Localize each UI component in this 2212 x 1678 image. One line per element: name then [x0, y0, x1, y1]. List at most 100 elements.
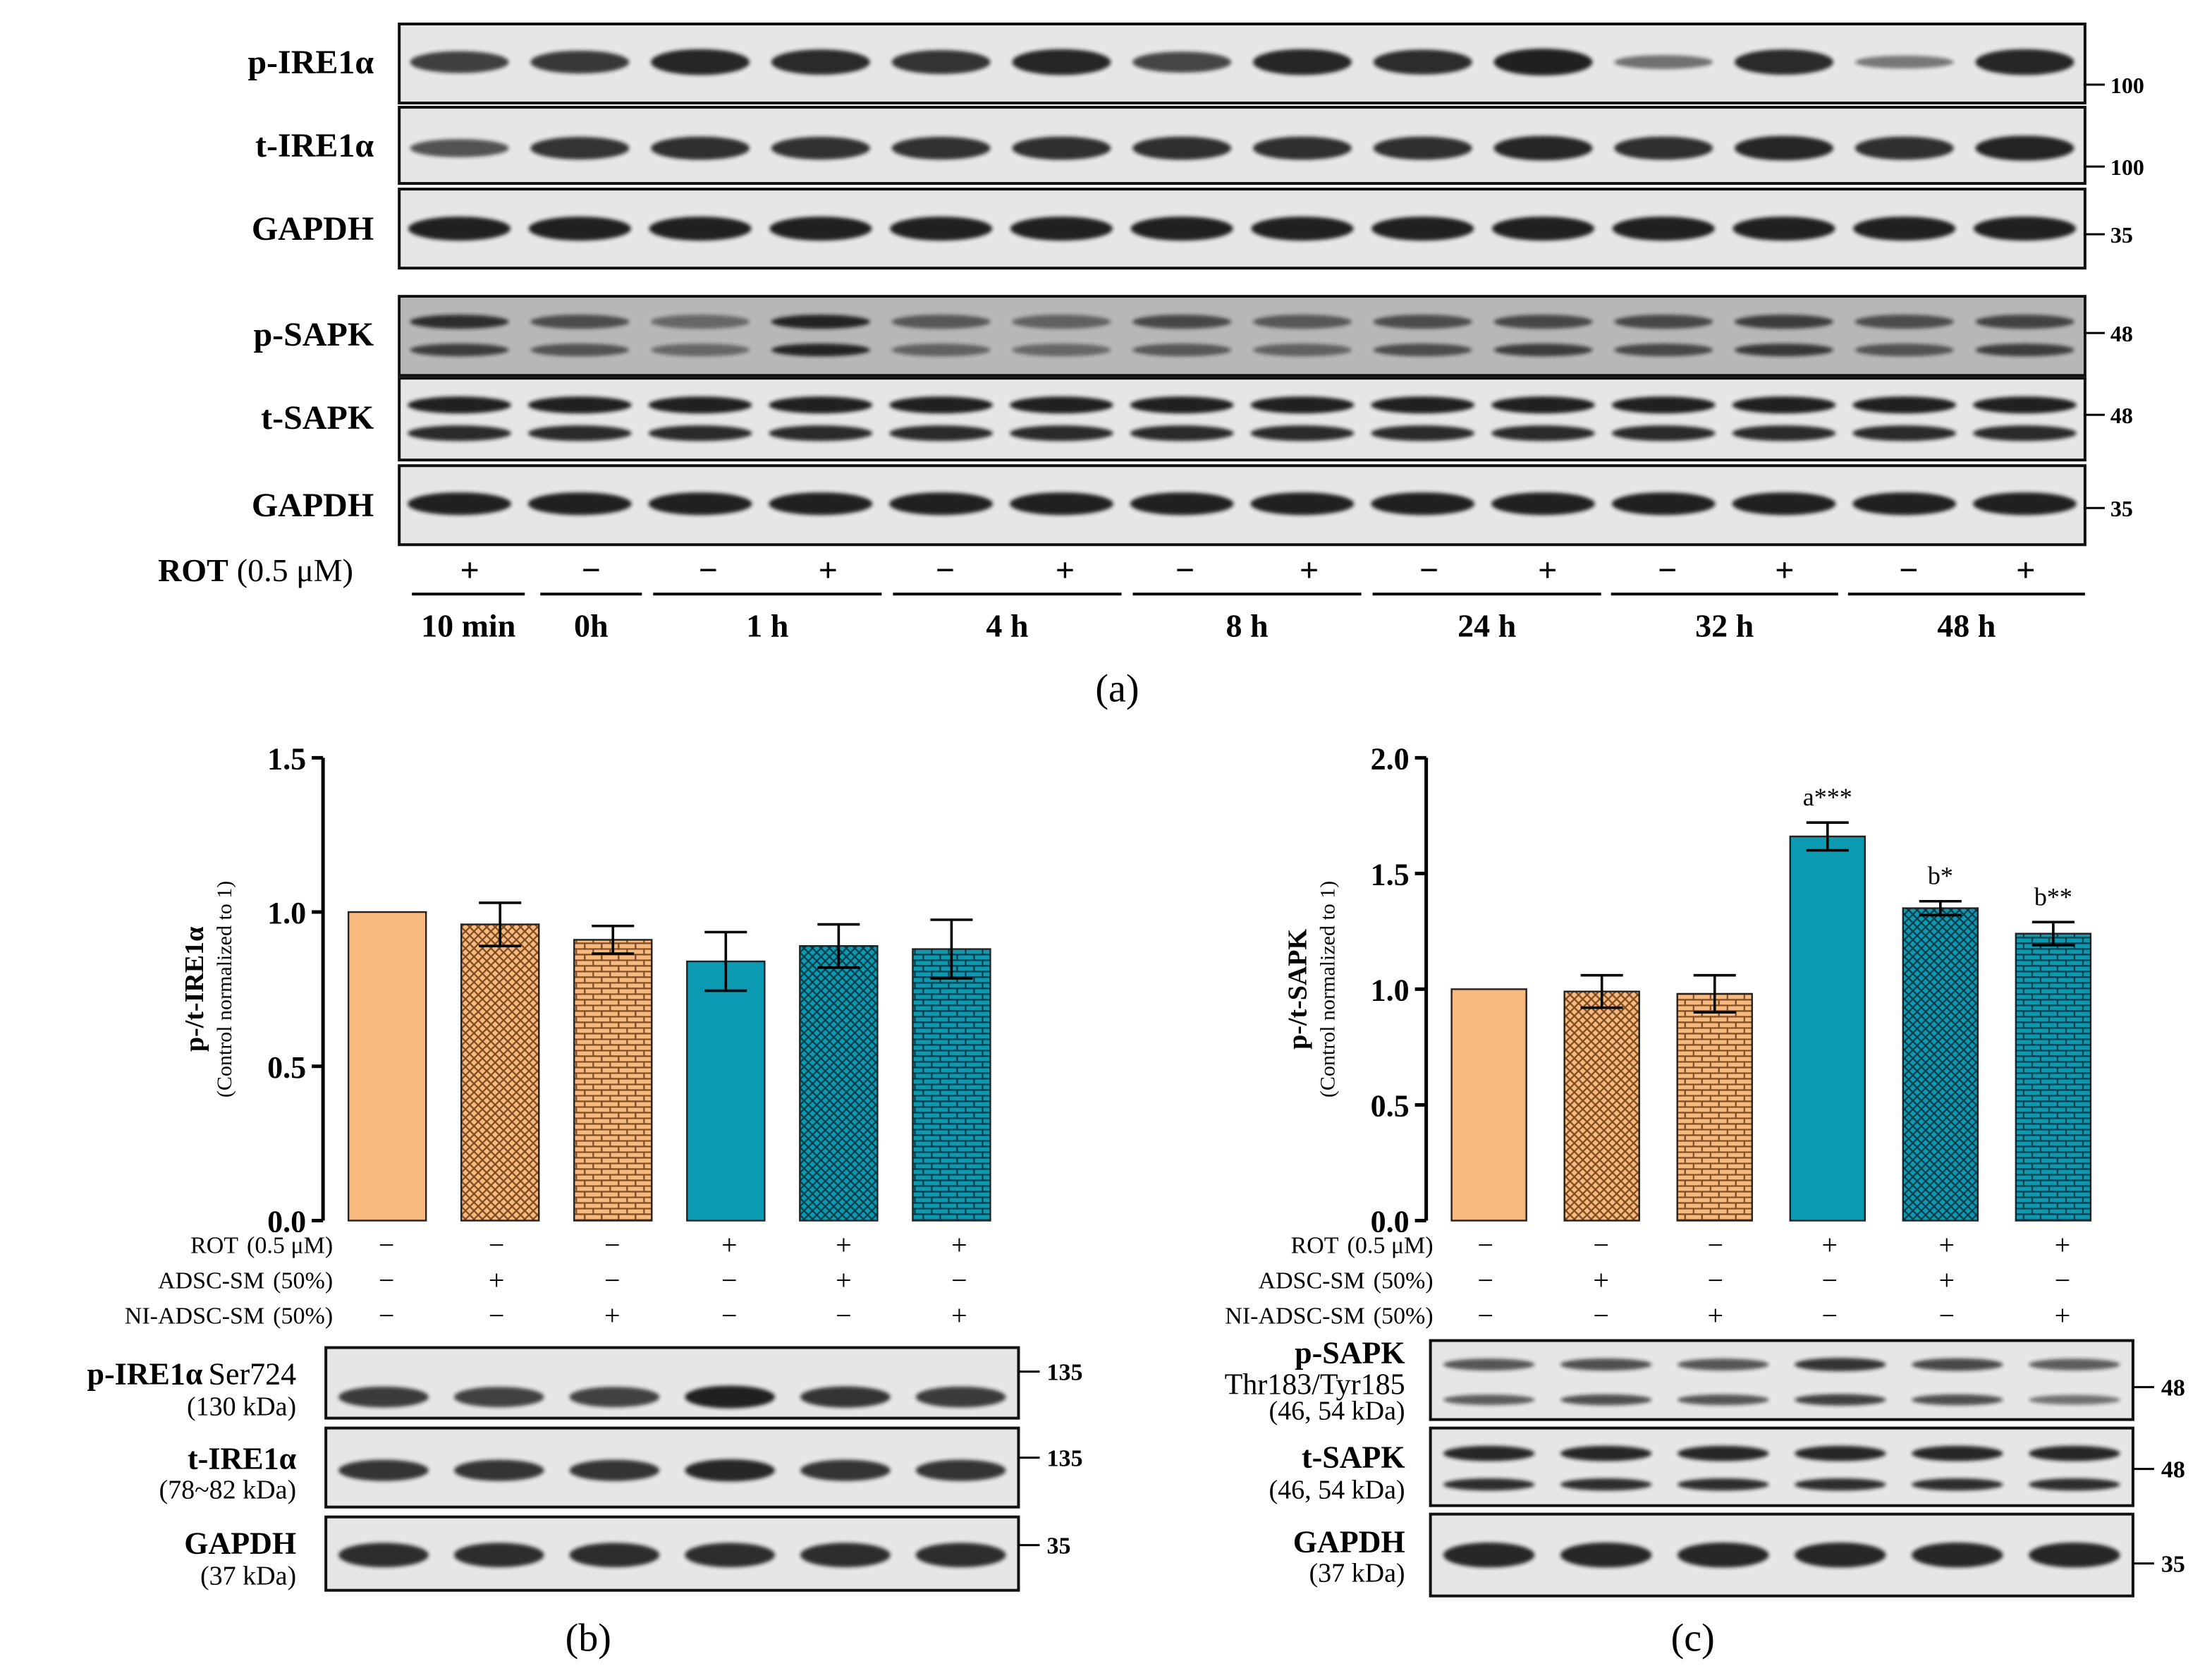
band-p-sapk-lower-lane-8: [1252, 343, 1352, 357]
treatment-row-label-1: ROT (0.5 μM): [190, 1233, 333, 1259]
treatment-sign-1-1: −: [1477, 1229, 1493, 1261]
small-band-r1-b2-lane-6: [2029, 1394, 2120, 1405]
band-t-sapk-lower-lane-3: [648, 425, 752, 442]
small-blot-label-2: t-IRE1α: [188, 1442, 297, 1476]
bar-5: [799, 944, 879, 1222]
small-marker-label-1: 135: [1046, 1360, 1082, 1386]
band-gapdh-top-lane-3: [649, 217, 752, 241]
small-band-r2-b2-lane-5: [1912, 1478, 2003, 1491]
small-blot-kda-3: (37 kDa): [1309, 1559, 1405, 1588]
treatment-name-1: ROT: [1290, 1233, 1338, 1259]
treatment-sign-1-5: +: [1939, 1229, 1955, 1261]
treatment-row-label-3: NI-ADSC-SM (50%): [125, 1303, 333, 1330]
bar-3: [573, 939, 653, 1222]
band-t-sapk-upper-lane-13: [1852, 396, 1957, 414]
band-p-sapk-upper-lane-2: [530, 315, 630, 329]
rot-sign-lane-5: −: [936, 552, 955, 589]
band-gapdh-bottom-lane-13: [1852, 492, 1957, 516]
small-band-r2-b1-lane-3: [1677, 1445, 1769, 1461]
bar-5: [1902, 907, 1979, 1222]
treatment-conc-1: (0.5 μM): [1348, 1233, 1434, 1259]
treatment-name-3: NI-ADSC-SM: [125, 1303, 264, 1330]
small-band-r2-b2-lane-3: [1677, 1478, 1769, 1491]
blot-bg-p-sapk: [401, 298, 2084, 375]
band-p-ire1-lane-14: [1975, 49, 2074, 75]
marker-35-top: 35: [2110, 222, 2133, 248]
band-t-ire1-lane-12: [1734, 135, 1833, 161]
small-band-r3-b1-lane-3: [569, 1543, 660, 1567]
small-band-r2-b2-lane-1: [1443, 1478, 1535, 1491]
band-t-sapk-upper-lane-14: [1973, 396, 2077, 414]
marker-35-bottom: 35: [2110, 496, 2133, 521]
treatment-sign-3-5: −: [1939, 1300, 1955, 1332]
small-band-r3-b1-lane-2: [1560, 1543, 1652, 1568]
treatment-sign-2-1: −: [379, 1265, 395, 1296]
band-p-sapk-lower-lane-10: [1493, 343, 1593, 357]
treatment-sign-1-2: −: [1593, 1229, 1609, 1261]
band-gapdh-bottom-lane-1: [408, 492, 511, 516]
band-gapdh-bottom-lane-2: [527, 492, 632, 516]
panel-a-rot-signs: + − − + − + − + − + − + − +: [460, 552, 2036, 589]
band-t-sapk-upper-lane-12: [1732, 396, 1836, 414]
small-band-r1-b2-lane-5: [1912, 1394, 2003, 1406]
treatment-name-2: ADSC-SM: [158, 1268, 264, 1294]
treatment-row-label-2: ADSC-SM (50%): [158, 1268, 333, 1294]
treatment-sign-2-4: −: [721, 1265, 738, 1296]
time-group-label-7: 32 h: [1695, 607, 1754, 643]
small-band-r2-b1-lane-5: [1912, 1445, 2003, 1461]
rot-sign-lane-6: +: [1056, 552, 1075, 589]
small-marker-label-3: 35: [1046, 1533, 1070, 1560]
rot-sign-lane-1: +: [460, 552, 479, 589]
bar-6: [2015, 932, 2092, 1222]
band-gapdh-bottom-lane-11: [1611, 492, 1716, 516]
band-t-sapk-upper-lane-2: [527, 396, 632, 414]
treatment-sign-3-3: +: [1707, 1300, 1723, 1332]
small-blot-frame-1: [1429, 1339, 2134, 1421]
band-p-sapk-upper-lane-9: [1373, 315, 1472, 329]
time-group-label-1: 10 min: [421, 607, 515, 643]
band-gapdh-bottom-lane-9: [1371, 492, 1475, 516]
small-band-r2-b1-lane-5: [800, 1459, 891, 1481]
small-band-r2-b1-lane-4: [1795, 1445, 1886, 1461]
band-t-sapk-upper-lane-1: [408, 396, 511, 414]
rot-sign-lane-11: −: [1658, 552, 1677, 589]
band-gapdh-top-lane-2: [528, 217, 631, 241]
treatment-sign-3-4: −: [721, 1300, 738, 1332]
band-t-ire1-lane-6: [1012, 136, 1111, 160]
treatment-row-label-3: NI-ADSC-SM (50%): [1225, 1303, 1433, 1330]
small-blot-name-1: p-SAPK: [1295, 1336, 1405, 1370]
treatment-sign-2-3: −: [604, 1265, 621, 1296]
small-band-r3-b1-lane-4: [685, 1543, 775, 1567]
y-tick-label: 1.5: [1371, 857, 1410, 892]
band-p-sapk-upper-lane-10: [1493, 315, 1593, 329]
band-p-ire1-lane-1: [410, 51, 509, 73]
treatment-sign-1-2: −: [489, 1229, 505, 1261]
small-band-r1-b2-lane-4: [1795, 1394, 1886, 1406]
band-gapdh-bottom-lane-6: [1009, 492, 1113, 516]
panel-a-time-groups: 10 min 0h 1 h 4 h 8 h 24 h 32 h 48 h: [412, 592, 2085, 643]
band-gapdh-bottom-lane-10: [1491, 492, 1595, 516]
small-band-r2-b1-lane-4: [685, 1459, 775, 1482]
bar-4: [1789, 835, 1866, 1222]
bar-2: [1563, 990, 1640, 1222]
band-p-ire1-lane-3: [651, 49, 750, 75]
treatment-sign-2-1: −: [1477, 1265, 1493, 1296]
band-p-sapk-upper-lane-11: [1614, 315, 1713, 329]
band-gapdh-bottom-lane-8: [1250, 492, 1355, 516]
small-blot-name-2: t-IRE1α: [188, 1442, 297, 1476]
band-t-sapk-lower-lane-10: [1491, 425, 1595, 442]
small-band-r1-b1-lane-1: [338, 1386, 429, 1408]
time-group-label-2: 0h: [574, 607, 609, 643]
small-band-r1-b1-lane-3: [569, 1387, 660, 1407]
bar-1: [347, 911, 427, 1222]
small-band-r3-b1-lane-3: [1677, 1543, 1769, 1568]
treatment-sign-3-2: −: [489, 1300, 505, 1332]
small-blot-site-1: Ser724: [208, 1357, 296, 1392]
y-tick-label: 0.5: [267, 1050, 306, 1085]
treatment-sign-1-4: +: [1821, 1229, 1838, 1261]
band-gapdh-top-lane-4: [769, 217, 872, 241]
y-axis-label: p-/t-IRE1α: [180, 927, 209, 1052]
band-t-sapk-lower-lane-1: [408, 425, 511, 442]
small-band-r1-b1-lane-2: [453, 1387, 544, 1407]
